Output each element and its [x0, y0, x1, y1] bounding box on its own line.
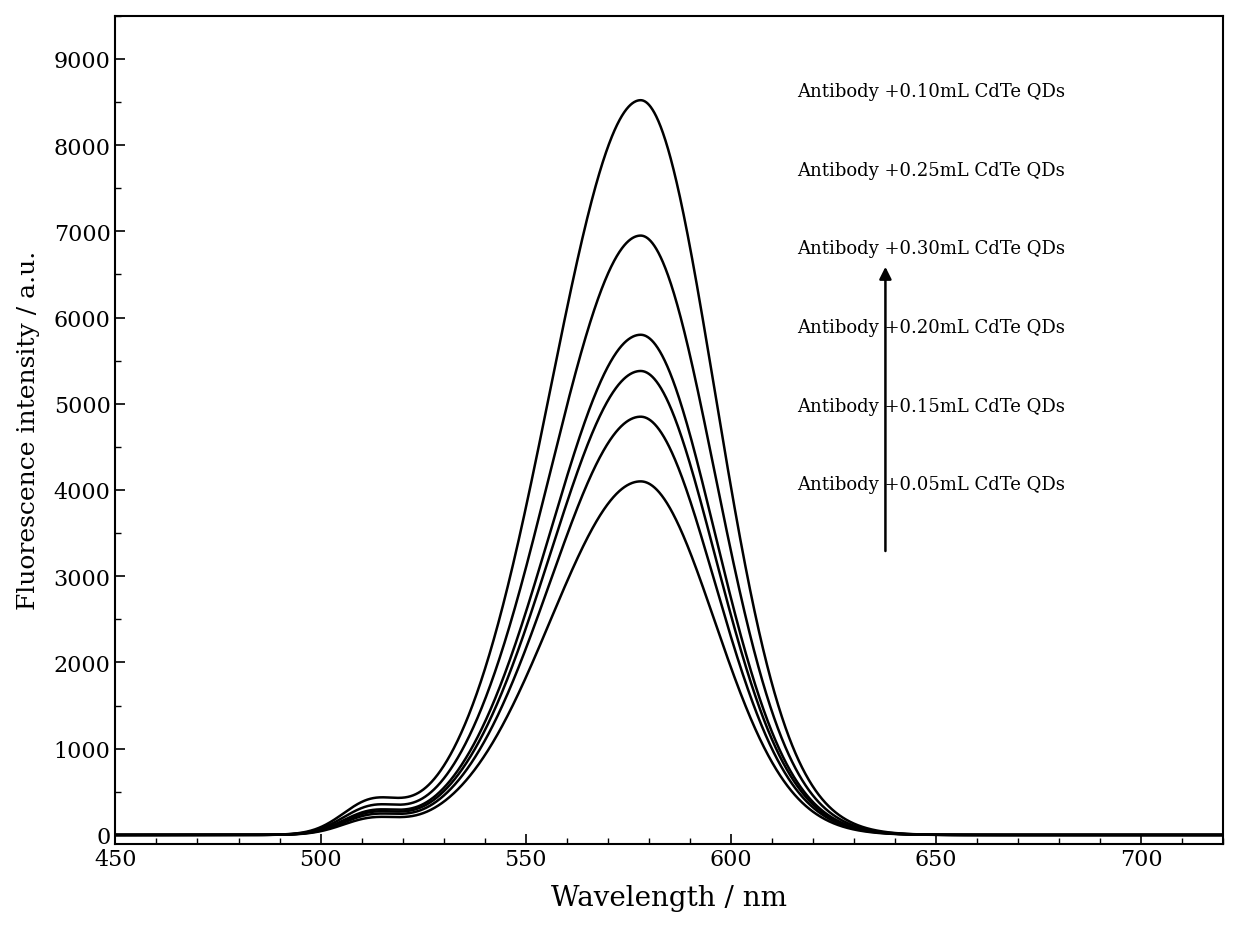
Text: Antibody +0.15mL CdTe QDs: Antibody +0.15mL CdTe QDs — [797, 397, 1065, 415]
Y-axis label: Fluorescence intensity / a.u.: Fluorescence intensity / a.u. — [16, 251, 40, 610]
Text: Antibody +0.25mL CdTe QDs: Antibody +0.25mL CdTe QDs — [797, 161, 1064, 179]
Text: Antibody +0.20mL CdTe QDs: Antibody +0.20mL CdTe QDs — [797, 318, 1065, 337]
Text: Antibody +0.05mL CdTe QDs: Antibody +0.05mL CdTe QDs — [797, 476, 1065, 494]
X-axis label: Wavelength / nm: Wavelength / nm — [552, 884, 787, 911]
Text: Antibody +0.30mL CdTe QDs: Antibody +0.30mL CdTe QDs — [797, 240, 1065, 258]
Text: Antibody +0.10mL CdTe QDs: Antibody +0.10mL CdTe QDs — [797, 83, 1065, 101]
